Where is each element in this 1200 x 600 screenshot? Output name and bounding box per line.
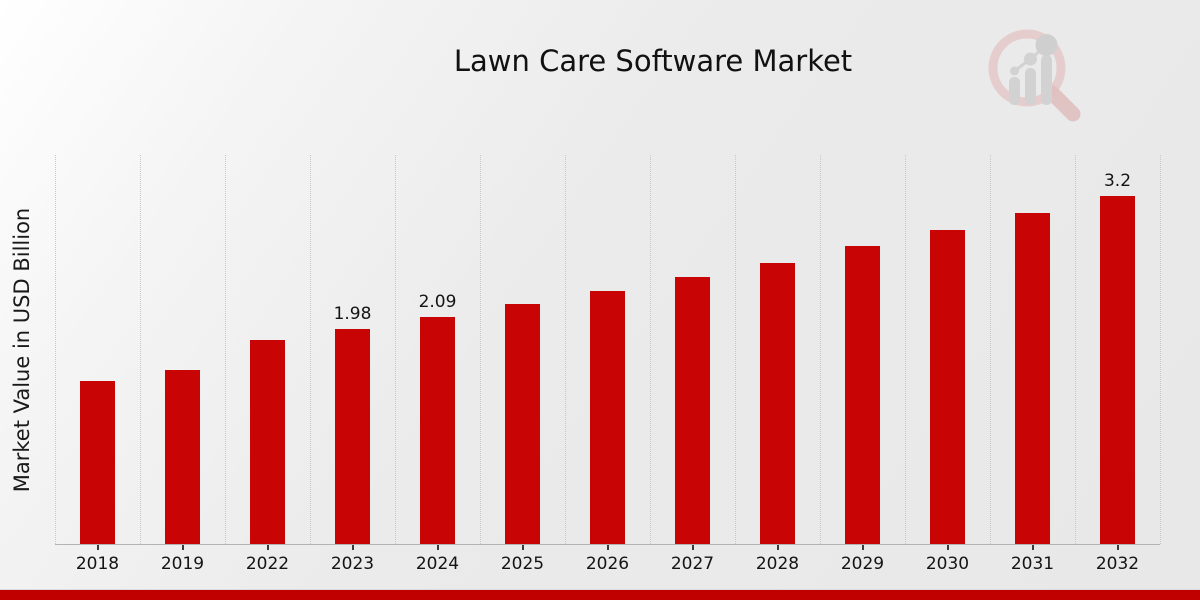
bar-2031 — [1015, 213, 1050, 544]
x-tick-label-2022: 2022 — [245, 554, 290, 574]
bar-2024 — [420, 317, 455, 544]
gridline — [565, 155, 566, 544]
gridline — [310, 155, 311, 544]
x-tick-2027 — [691, 544, 694, 550]
gridline — [1160, 155, 1161, 544]
x-tick-label-2024: 2024 — [415, 554, 460, 574]
x-tick-2032 — [1116, 544, 1119, 550]
bar-2029 — [845, 246, 880, 544]
bar-2023 — [335, 329, 370, 544]
bar-2030 — [930, 230, 965, 544]
x-tick-2026 — [606, 544, 609, 550]
gridline — [395, 155, 396, 544]
bar-2018 — [80, 381, 115, 544]
value-label-2032: 3.2 — [1103, 171, 1132, 191]
x-tick-2019 — [181, 544, 184, 550]
gridline — [480, 155, 481, 544]
x-tick-label-2027: 2027 — [670, 554, 715, 574]
x-tick-2031 — [1031, 544, 1034, 550]
gridline — [55, 155, 56, 544]
x-tick-2029 — [861, 544, 864, 550]
gridline — [225, 155, 226, 544]
x-tick-2030 — [946, 544, 949, 550]
x-tick-2022 — [266, 544, 269, 550]
bar-2028 — [760, 263, 795, 544]
chart-title: Lawn Care Software Market — [453, 44, 853, 78]
x-tick-2025 — [521, 544, 524, 550]
x-tick-2028 — [776, 544, 779, 550]
x-tick-label-2031: 2031 — [1010, 554, 1055, 574]
bar-2026 — [590, 291, 625, 544]
bar-2019 — [165, 370, 200, 544]
x-tick-label-2019: 2019 — [160, 554, 205, 574]
x-tick-label-2025: 2025 — [500, 554, 545, 574]
gridline — [905, 155, 906, 544]
x-tick-label-2023: 2023 — [330, 554, 375, 574]
gridline — [990, 155, 991, 544]
gridline — [140, 155, 141, 544]
bar-2032 — [1100, 196, 1135, 544]
gridline — [1075, 155, 1076, 544]
x-tick-label-2032: 2032 — [1095, 554, 1140, 574]
x-tick-label-2028: 2028 — [755, 554, 800, 574]
x-tick-2018 — [96, 544, 99, 550]
x-tick-label-2018: 2018 — [75, 554, 120, 574]
x-tick-label-2030: 2030 — [925, 554, 970, 574]
gridline — [650, 155, 651, 544]
bar-2027 — [675, 277, 710, 544]
magnifier-bar-chart-logo-icon — [988, 29, 1081, 122]
bar-2022 — [250, 340, 285, 544]
gridline — [820, 155, 821, 544]
value-label-2024: 2.09 — [418, 292, 457, 312]
bar-2025 — [505, 304, 540, 544]
x-tick-label-2029: 2029 — [840, 554, 885, 574]
y-axis-label: Market Value in USD Billion — [10, 207, 34, 493]
footer-accent-bar — [0, 589, 1200, 600]
x-tick-2023 — [351, 544, 354, 550]
x-tick-label-2026: 2026 — [585, 554, 630, 574]
value-label-2023: 1.98 — [333, 304, 372, 324]
x-axis-line — [55, 544, 1160, 545]
gridline — [735, 155, 736, 544]
x-tick-2024 — [436, 544, 439, 550]
plot-area: 2018 2019 2022 2023 1.98 2024 2.09 2025 2026 2027… — [55, 155, 1161, 574]
